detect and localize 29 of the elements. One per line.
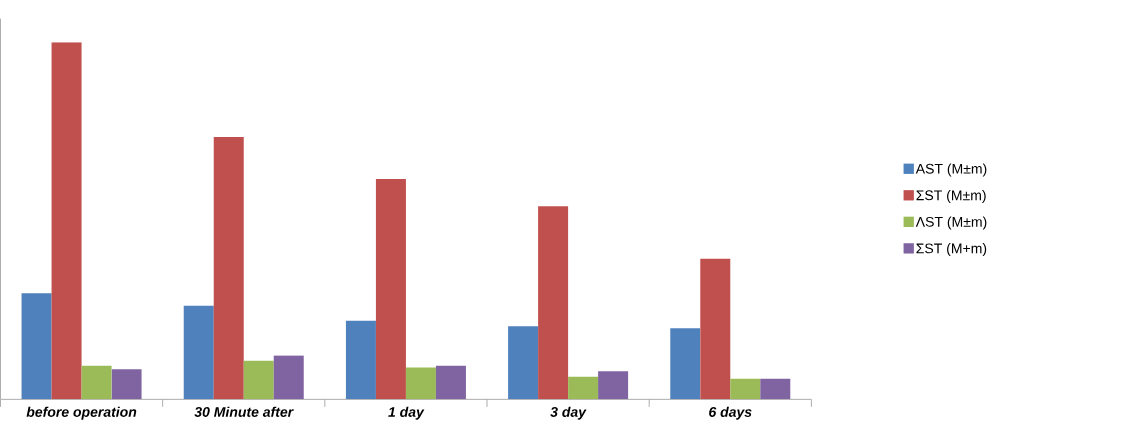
bar: [700, 258, 731, 400]
bar: [508, 326, 539, 400]
bar: [375, 179, 406, 400]
bar: [273, 355, 304, 400]
bar: [51, 42, 82, 400]
bar: [435, 365, 466, 400]
bar: [568, 377, 599, 400]
x-tick-label: 1 day: [388, 406, 425, 420]
legend-label: ΣST (M±m): [916, 190, 986, 204]
bar: [81, 365, 112, 400]
x-tick-label: 6 days: [709, 406, 752, 420]
bar: [213, 137, 244, 400]
bar: [21, 293, 52, 400]
bar: [538, 206, 569, 400]
bar: [730, 378, 761, 400]
bar: [670, 328, 701, 400]
x-tick-label: 30 Minute after: [194, 406, 294, 418]
bar: [405, 367, 436, 400]
bar: [111, 369, 142, 400]
legend-label: ΛST (M±m): [915, 216, 987, 230]
x-tick-label: before operation: [26, 406, 137, 420]
bar: [243, 360, 274, 400]
bar: [760, 378, 791, 400]
legend-label: AST (M±m): [915, 163, 987, 177]
bar: [598, 371, 629, 400]
bar: [345, 321, 376, 400]
x-tick-label: 3 day: [550, 406, 587, 420]
bar: [183, 306, 214, 400]
legend-label: ΣST (M+m): [916, 243, 987, 257]
